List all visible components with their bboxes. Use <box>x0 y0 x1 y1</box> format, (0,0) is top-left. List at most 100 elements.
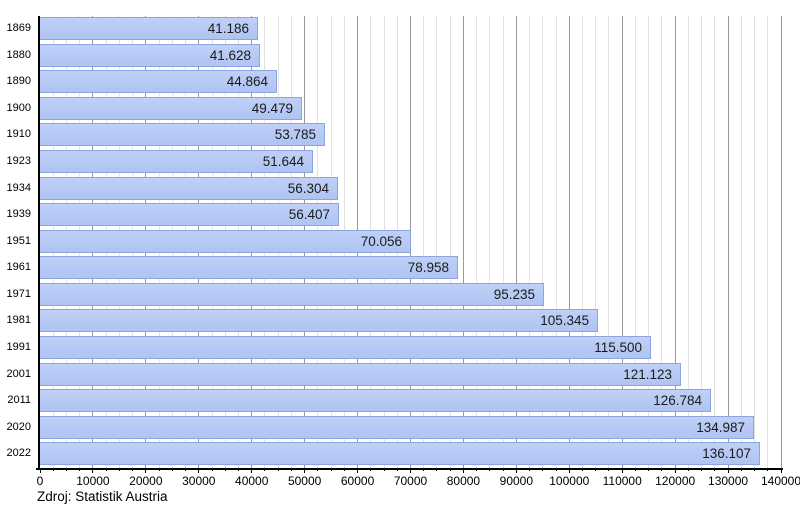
category-label-1951: 1951 <box>6 235 31 247</box>
minor-tick <box>687 468 689 471</box>
minor-gridline <box>608 16 610 468</box>
minor-tick <box>52 468 54 471</box>
bar-value-label: 51.644 <box>262 154 304 169</box>
minor-gridline <box>489 16 491 468</box>
bar-2022: 136.107 <box>40 442 760 465</box>
minor-tick <box>714 468 716 471</box>
x-axis-line <box>36 468 783 470</box>
minor-tick <box>105 468 107 471</box>
category-label-1923: 1923 <box>6 155 31 167</box>
minor-tick <box>237 468 239 471</box>
x-tick-label-0: 0 <box>36 474 44 488</box>
bar-1961: 78.958 <box>40 256 458 279</box>
minor-tick <box>277 468 279 471</box>
x-tick-label-20000: 20000 <box>129 474 163 488</box>
x-tick-label-100000: 100000 <box>549 474 590 488</box>
minor-tick <box>383 468 385 471</box>
bar-value-label: 126.784 <box>653 393 702 408</box>
minor-tick <box>132 468 134 471</box>
bar-value-label: 56.304 <box>287 181 329 196</box>
x-tick-label-70000: 70000 <box>393 474 428 488</box>
bar-value-label: 105.345 <box>540 313 589 328</box>
minor-gridline <box>555 16 557 468</box>
major-tick <box>198 468 200 473</box>
minor-gridline <box>529 16 531 468</box>
x-tick-label-110000: 110000 <box>602 474 642 488</box>
minor-gridline <box>687 16 689 468</box>
bar-value-label: 121.123 <box>623 367 672 382</box>
major-tick <box>251 468 253 473</box>
major-tick <box>780 468 782 473</box>
minor-tick <box>370 468 372 471</box>
y-axis-line <box>38 16 40 468</box>
minor-tick <box>264 468 266 471</box>
bar-1934: 56.304 <box>40 177 338 200</box>
source-caption: Zdroj: Statistik Austria <box>37 489 168 504</box>
minor-gridline <box>476 16 478 468</box>
minor-tick <box>79 468 81 471</box>
category-label-1869: 1869 <box>6 22 31 34</box>
bar-value-label: 134.987 <box>696 420 745 435</box>
minor-gridline <box>767 16 769 468</box>
major-tick <box>410 468 411 473</box>
x-tick-label-90000: 90000 <box>499 474 534 488</box>
minor-tick <box>555 468 557 471</box>
bar-value-label: 136.107 <box>702 446 751 461</box>
bar-1910: 53.785 <box>40 123 325 146</box>
minor-tick <box>290 468 292 471</box>
minor-tick <box>396 468 398 471</box>
major-tick <box>515 468 517 473</box>
category-label-2020: 2020 <box>6 421 31 433</box>
category-label-1981: 1981 <box>6 314 31 326</box>
minor-tick <box>542 468 544 471</box>
plot-area: 41.186 41.628 44.864 49.479 53.785 51.644 56.3… <box>36 16 783 473</box>
bar-value-label: 44.864 <box>226 74 268 89</box>
major-gridline <box>568 16 570 468</box>
x-tick-label-60000: 60000 <box>340 474 375 488</box>
x-tick-label-40000: 40000 <box>235 474 269 488</box>
minor-tick <box>582 468 584 471</box>
major-tick <box>674 468 676 473</box>
bar-1951: 70.056 <box>40 230 411 253</box>
major-tick <box>621 468 623 473</box>
bar-1880: 41.628 <box>40 44 260 67</box>
minor-tick <box>489 468 491 471</box>
minor-gridline <box>595 16 597 468</box>
minor-gridline <box>754 16 756 468</box>
x-tick-label-80000: 80000 <box>446 474 481 488</box>
major-gridline <box>727 16 729 468</box>
major-tick <box>462 468 464 473</box>
minor-tick <box>436 468 438 471</box>
bar-value-label: 95.235 <box>493 287 535 302</box>
x-tick-label-30000: 30000 <box>182 474 216 488</box>
minor-tick <box>317 468 319 471</box>
bar-2001: 121.123 <box>40 363 681 386</box>
major-gridline <box>780 16 782 468</box>
minor-tick <box>754 468 756 471</box>
major-tick <box>39 468 41 473</box>
major-gridline <box>621 16 623 468</box>
category-label-1880: 1880 <box>6 49 31 61</box>
major-tick <box>92 468 94 473</box>
minor-tick <box>476 468 478 471</box>
bar-value-label: 78.958 <box>407 260 449 275</box>
bar-value-label: 41.186 <box>207 21 249 36</box>
bar-1900: 49.479 <box>40 97 302 120</box>
minor-tick <box>185 468 187 471</box>
x-tick-label-10000: 10000 <box>76 474 110 488</box>
minor-gridline <box>423 16 425 468</box>
bar-1890: 44.864 <box>40 70 277 93</box>
minor-tick <box>740 468 742 471</box>
bar-2020: 134.987 <box>40 416 754 439</box>
minor-gridline <box>661 16 663 468</box>
category-label-2001: 2001 <box>6 368 31 380</box>
bar-1869: 41.186 <box>40 17 258 40</box>
x-tick-label-130000: 130000 <box>708 474 749 488</box>
minor-gridline <box>740 16 742 468</box>
major-gridline <box>515 16 517 468</box>
minor-gridline <box>542 16 544 468</box>
bar-value-label: 49.479 <box>251 101 293 116</box>
minor-tick <box>343 468 345 471</box>
minor-gridline <box>714 16 716 468</box>
